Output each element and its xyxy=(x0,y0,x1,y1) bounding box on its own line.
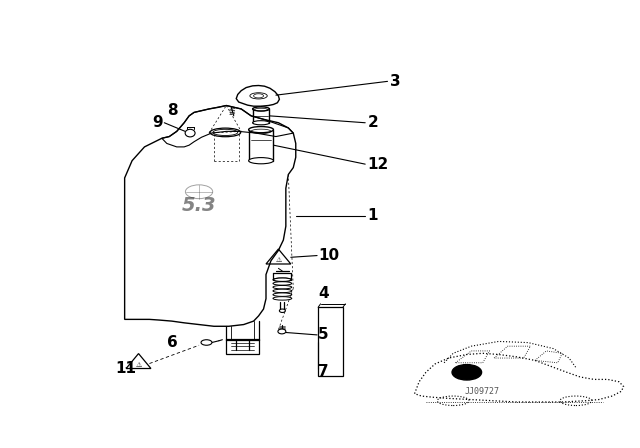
Ellipse shape xyxy=(253,107,269,111)
Ellipse shape xyxy=(248,158,273,164)
Text: 12: 12 xyxy=(367,157,389,172)
Text: 10: 10 xyxy=(318,248,339,263)
Ellipse shape xyxy=(273,285,292,289)
Text: 6: 6 xyxy=(167,336,177,350)
Text: 4: 4 xyxy=(318,286,329,301)
Text: 5: 5 xyxy=(318,327,329,342)
Text: ⚠: ⚠ xyxy=(275,257,282,263)
Text: 2: 2 xyxy=(367,115,378,130)
Text: 8: 8 xyxy=(167,103,177,118)
Ellipse shape xyxy=(185,129,195,137)
Text: 11: 11 xyxy=(116,361,137,376)
Text: 9: 9 xyxy=(152,115,163,130)
Ellipse shape xyxy=(273,297,292,300)
Ellipse shape xyxy=(278,329,286,334)
Ellipse shape xyxy=(273,278,291,281)
Ellipse shape xyxy=(273,289,292,293)
Text: JJ09727: JJ09727 xyxy=(464,387,499,396)
Ellipse shape xyxy=(273,282,292,285)
Ellipse shape xyxy=(273,278,292,281)
Text: 5.3: 5.3 xyxy=(182,196,216,215)
Text: ⚠: ⚠ xyxy=(136,362,141,367)
Ellipse shape xyxy=(273,293,292,297)
Ellipse shape xyxy=(201,340,212,345)
Text: 3: 3 xyxy=(390,74,401,89)
Ellipse shape xyxy=(253,121,269,125)
Circle shape xyxy=(452,365,481,380)
Text: 1: 1 xyxy=(367,208,378,224)
Text: 7: 7 xyxy=(318,364,329,379)
Ellipse shape xyxy=(248,126,273,133)
Ellipse shape xyxy=(280,309,285,313)
